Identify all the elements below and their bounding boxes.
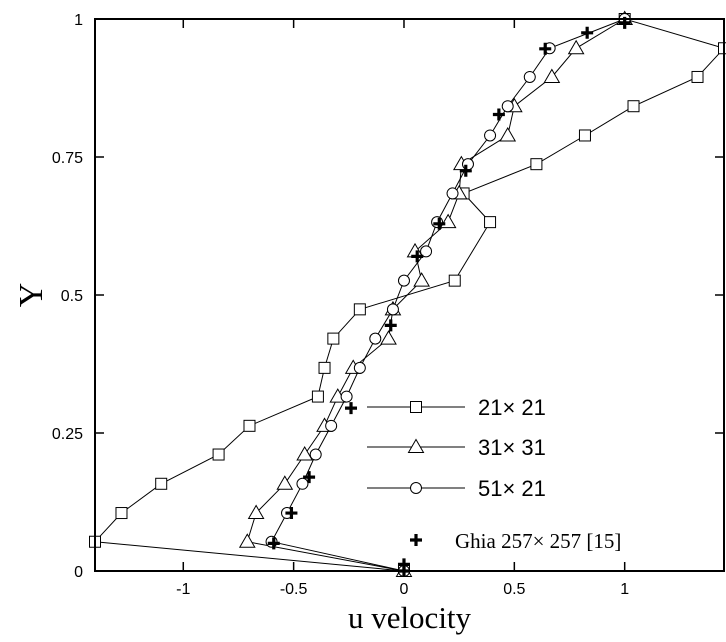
legend-label-21x21: 21× 21 (478, 395, 546, 420)
point-square-7 (318, 361, 331, 374)
point-triangle-4 (296, 446, 314, 461)
x-tick-label: -1 (176, 581, 190, 598)
point-circle-15 (484, 129, 497, 142)
point-triangle-17 (543, 68, 561, 83)
point-plus-2 (267, 537, 280, 550)
y-tick-label: 1 (74, 12, 83, 29)
point-circle-13 (446, 187, 459, 200)
y-tick-label: 0 (74, 564, 83, 581)
legend-item-31x31: 31× 31 (367, 435, 546, 460)
y-tick-label: 0.25 (52, 426, 83, 443)
point-circle-8 (369, 332, 382, 345)
point-circle-16 (501, 100, 514, 113)
series-layer (89, 10, 726, 577)
legend: 21× 21 31× 31 51× 21 Ghia 257× 257 [15] (367, 395, 621, 553)
point-circle-14 (461, 158, 474, 171)
point-square-14 (578, 129, 591, 142)
point-square-2 (115, 507, 128, 520)
point-circle-12 (431, 216, 444, 229)
point-circle-7 (353, 361, 366, 374)
point-square-3 (155, 477, 168, 490)
point-square-6 (311, 390, 324, 403)
legend-symbol-square (410, 401, 422, 413)
x-tick-label: -0.5 (280, 581, 308, 598)
point-triangle-2 (247, 504, 265, 520)
point-triangle-18 (567, 39, 585, 55)
point-plus-6 (384, 319, 397, 332)
point-triangle-15 (499, 126, 517, 142)
series-markers-3 (267, 16, 631, 577)
point-plus-9 (459, 164, 472, 177)
point-triangle-1 (238, 533, 256, 548)
legend-item-51x21: 51× 21 (367, 476, 546, 501)
point-square-9 (353, 303, 366, 316)
point-circle-3 (296, 477, 309, 490)
point-square-5 (243, 419, 256, 432)
legend-label-51x21: 51× 21 (478, 476, 546, 501)
axis-ticks: -1 -0.5 0 0.5 1 0 0.25 0.5 0.75 1 (52, 12, 724, 598)
legend-symbol-circle (410, 482, 422, 494)
point-square-16 (691, 70, 704, 83)
y-axis-title: Y (13, 283, 50, 308)
point-circle-4 (309, 448, 322, 461)
x-axis-title: u velocity (348, 600, 472, 635)
x-tick-label: 0 (400, 581, 409, 598)
legend-symbol-triangle (407, 438, 425, 453)
point-circle-1 (265, 535, 278, 548)
legend-marker-plus (410, 534, 422, 546)
point-plus-11 (539, 42, 552, 55)
legend-item-ghia: Ghia 257× 257 [15] (410, 529, 621, 553)
point-plus-12 (581, 26, 594, 39)
point-plus-5 (345, 402, 358, 415)
point-triangle-10 (413, 272, 431, 287)
point-square-8 (327, 332, 340, 345)
point-plus-7 (411, 250, 424, 263)
point-plus-4 (303, 471, 316, 484)
point-triangle-8 (380, 330, 397, 345)
point-circle-10 (397, 274, 410, 287)
legend-symbol-plus (410, 534, 422, 546)
point-circle-9 (386, 303, 399, 316)
point-triangle-3 (276, 475, 294, 490)
legend-label-31x31: 31× 31 (478, 435, 546, 460)
legend-marker-square (410, 401, 422, 413)
point-plus-10 (492, 108, 505, 121)
legend-label-ghia: Ghia 257× 257 [15] (455, 529, 621, 553)
point-circle-17 (523, 70, 536, 83)
point-square-11 (484, 216, 497, 229)
point-circle-5 (325, 419, 338, 432)
x-tick-label: 1 (620, 581, 629, 598)
legend-marker-triangle (407, 438, 425, 453)
point-square-10 (448, 274, 461, 287)
x-tick-label: 0.5 (503, 581, 525, 598)
point-square-4 (212, 448, 225, 461)
y-tick-label: 0.5 (61, 288, 83, 305)
legend-marker-circle (410, 482, 422, 494)
point-plus-8 (433, 217, 446, 230)
legend-item-21x21: 21× 21 (367, 395, 546, 420)
point-circle-6 (340, 390, 353, 403)
point-circle-11 (420, 245, 433, 258)
point-square-15 (627, 100, 640, 113)
y-tick-label: 0.75 (52, 150, 83, 167)
point-square-13 (530, 158, 543, 171)
series-markers-2 (265, 13, 631, 577)
point-plus-3 (285, 507, 298, 520)
